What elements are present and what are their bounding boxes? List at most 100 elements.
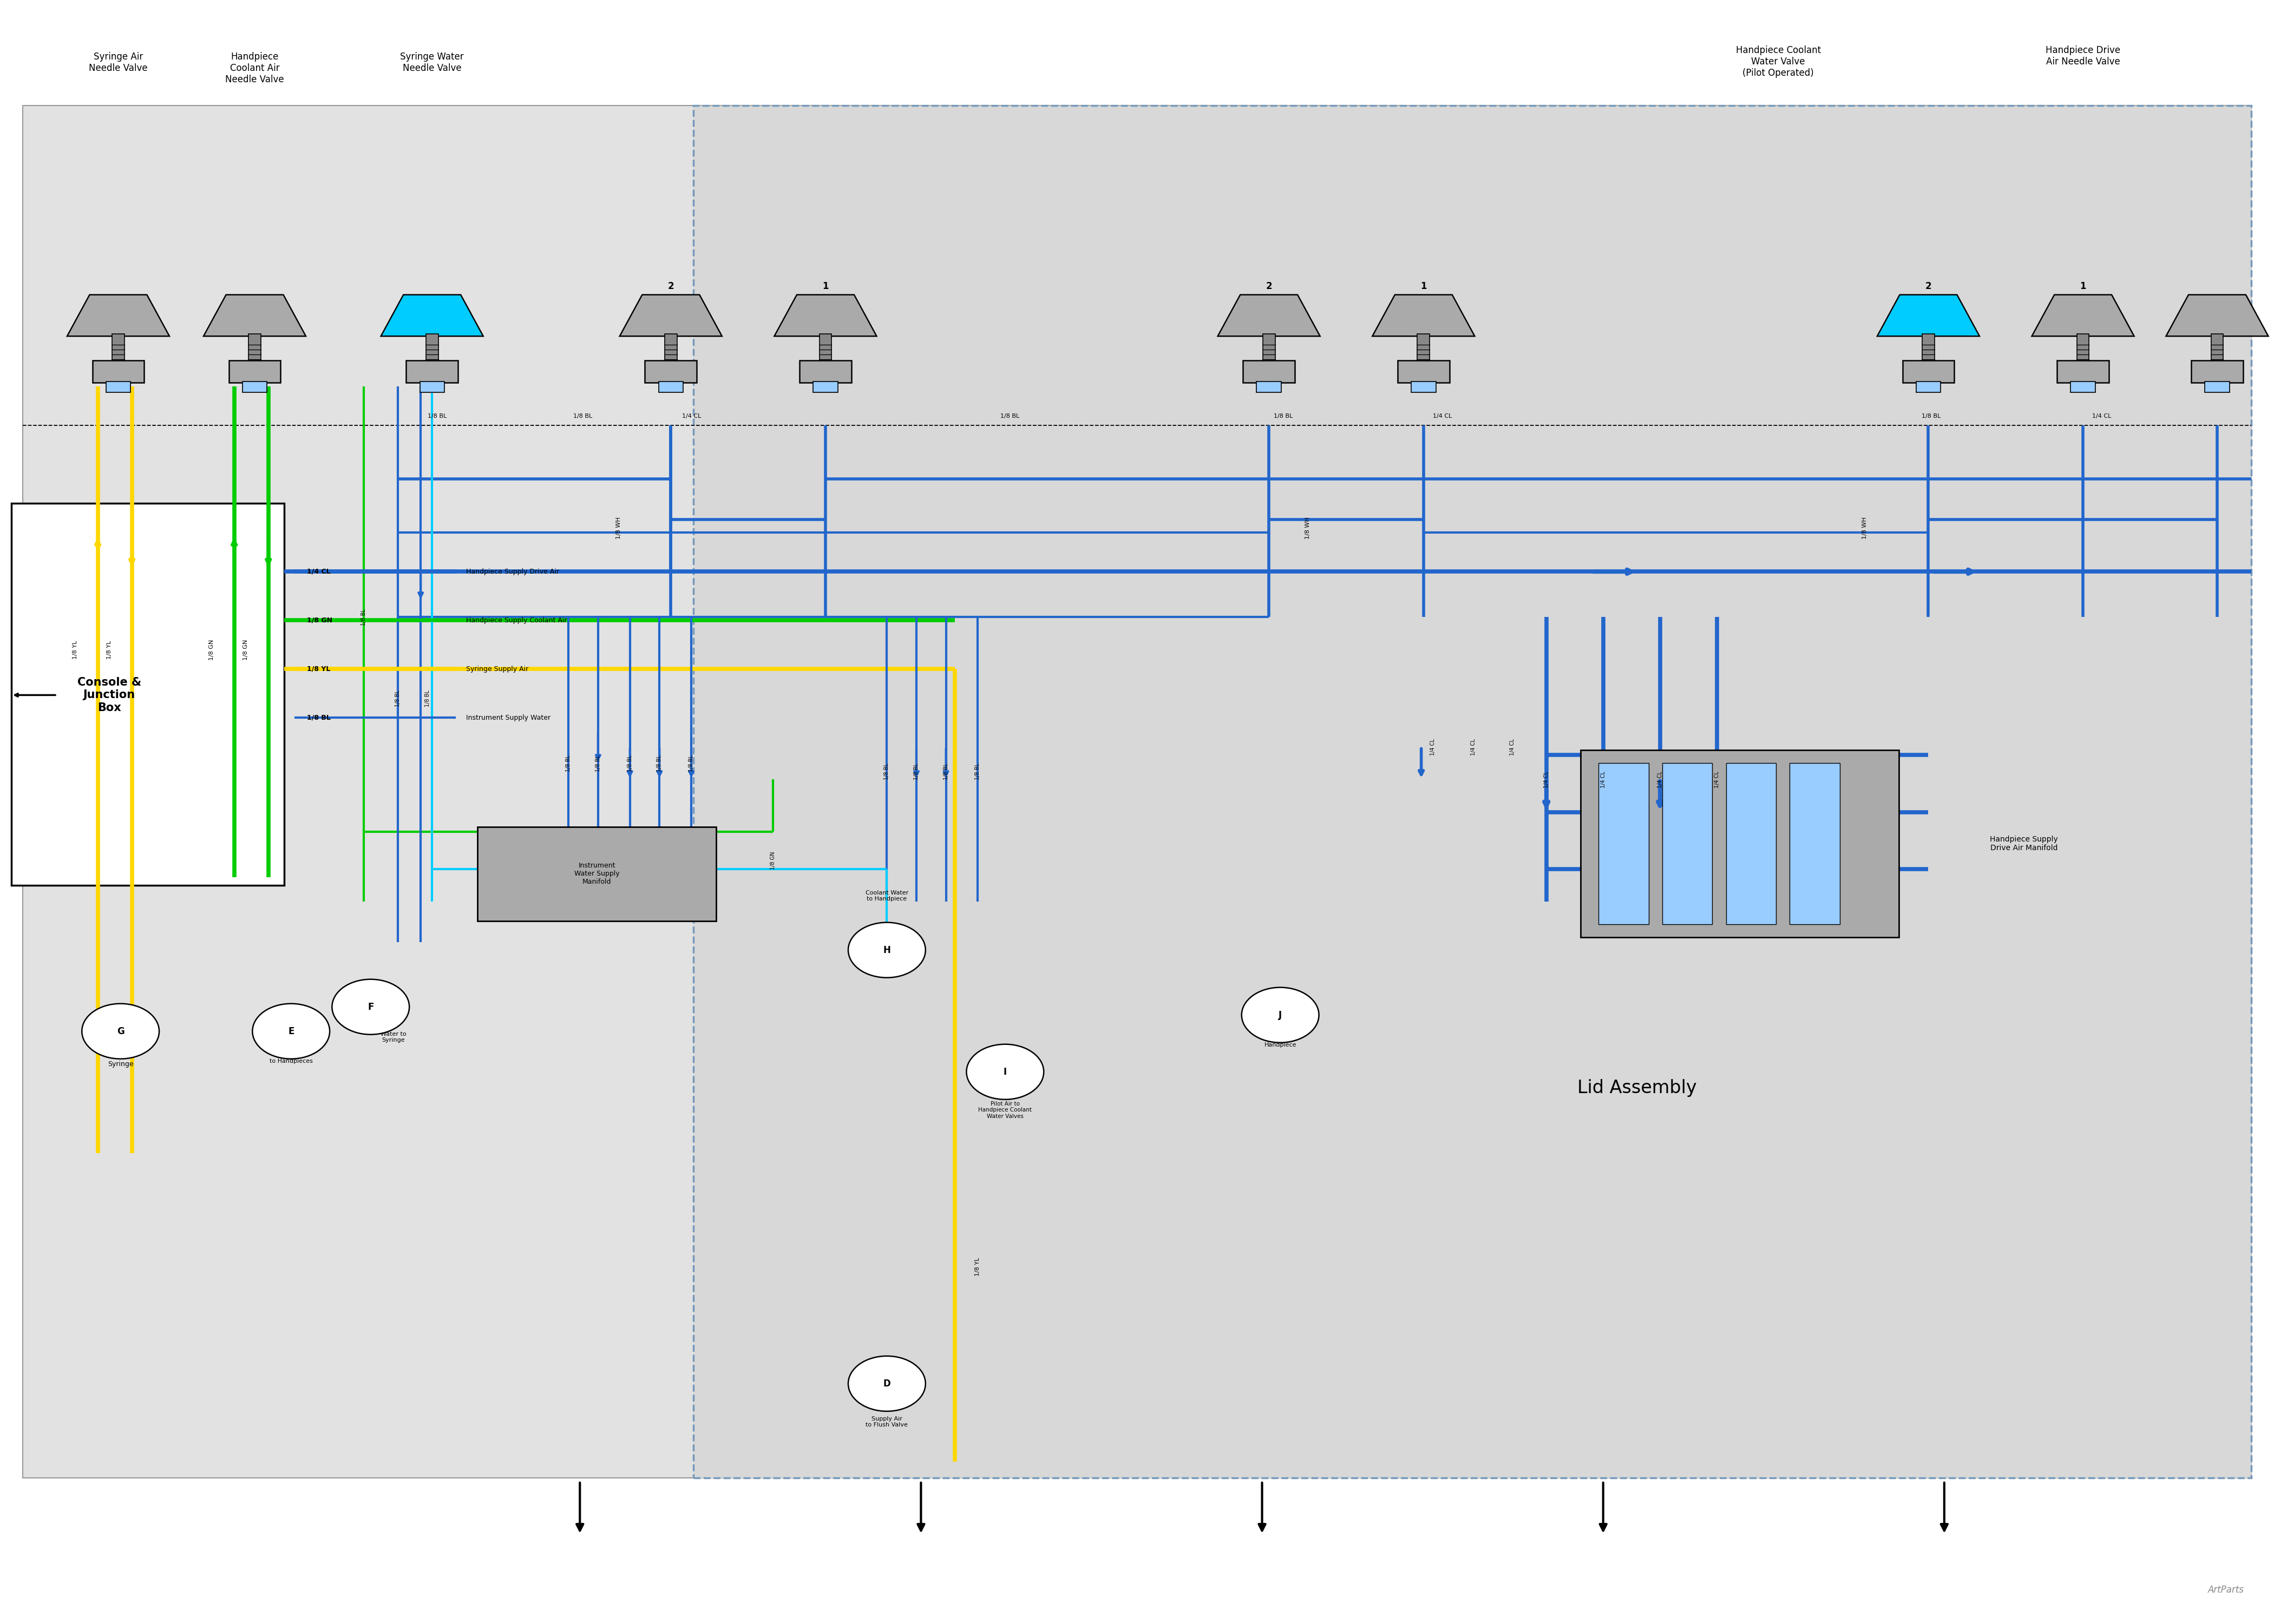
Bar bbox=[421, 382, 443, 393]
Text: Syringe Supply Air: Syringe Supply Air bbox=[466, 666, 528, 672]
Text: 1/8 BL: 1/8 BL bbox=[885, 763, 889, 780]
Bar bbox=[1662, 763, 1712, 924]
Text: 1/8 YL: 1/8 YL bbox=[307, 666, 330, 672]
Bar bbox=[694, 106, 2251, 1478]
Text: 1/8 YL: 1/8 YL bbox=[107, 640, 111, 659]
Text: 1/4 CL: 1/4 CL bbox=[1510, 739, 1514, 755]
Polygon shape bbox=[382, 296, 482, 336]
Bar bbox=[1599, 763, 1649, 924]
Text: Supply Air
to Flush Valve: Supply Air to Flush Valve bbox=[866, 1416, 907, 1427]
Text: Air to
Syringe: Air to Syringe bbox=[107, 1052, 134, 1067]
Text: 1: 1 bbox=[823, 281, 828, 291]
Text: 1/8 BL: 1/8 BL bbox=[307, 715, 330, 721]
Circle shape bbox=[848, 922, 926, 978]
Text: 1/8 WH: 1/8 WH bbox=[616, 516, 621, 539]
Text: 1/8 BL: 1/8 BL bbox=[428, 414, 446, 419]
Text: 1: 1 bbox=[2081, 281, 2085, 291]
Text: Coolant Air
to Handpieces: Coolant Air to Handpieces bbox=[268, 1052, 314, 1064]
Bar bbox=[93, 361, 143, 383]
Text: 1/4 CL: 1/4 CL bbox=[682, 414, 700, 419]
Text: Console &
Junction
Box: Console & Junction Box bbox=[77, 677, 141, 713]
Text: 1/8 GN: 1/8 GN bbox=[209, 640, 214, 659]
Text: Syringe Air
Needle Valve: Syringe Air Needle Valve bbox=[89, 52, 148, 73]
Text: Handpiece Drive
Air Needle Valve: Handpiece Drive Air Needle Valve bbox=[2047, 45, 2119, 67]
Text: 1/8 BL: 1/8 BL bbox=[628, 755, 632, 771]
Text: J: J bbox=[1278, 1010, 1283, 1020]
Bar bbox=[1258, 382, 1280, 393]
Text: 1/8 BL: 1/8 BL bbox=[914, 763, 919, 780]
Polygon shape bbox=[1219, 296, 1319, 336]
Text: Coolant Water
to Handpiece: Coolant Water to Handpiece bbox=[866, 890, 907, 901]
Text: Handpiece Supply Drive Air: Handpiece Supply Drive Air bbox=[466, 568, 559, 575]
Text: 1/8 BL: 1/8 BL bbox=[396, 690, 400, 706]
Text: 1/8 BL: 1/8 BL bbox=[976, 763, 980, 780]
Bar bbox=[819, 335, 832, 364]
Text: 1/4 CL: 1/4 CL bbox=[307, 568, 330, 575]
Text: Handpiece
Coolant Air
Needle Valve: Handpiece Coolant Air Needle Valve bbox=[225, 52, 284, 84]
Text: 1/8 WH: 1/8 WH bbox=[1862, 516, 1867, 539]
Text: 2: 2 bbox=[1926, 281, 1931, 291]
Bar bbox=[243, 382, 266, 393]
Bar bbox=[1262, 335, 1276, 364]
Text: Pilot Air to
Handpiece Coolant
Water Valves: Pilot Air to Handpiece Coolant Water Val… bbox=[978, 1101, 1032, 1119]
Polygon shape bbox=[2165, 296, 2267, 336]
Bar bbox=[107, 382, 130, 393]
Text: Instrument Supply Water: Instrument Supply Water bbox=[466, 715, 550, 721]
Circle shape bbox=[966, 1044, 1044, 1099]
Text: 1/8 WH: 1/8 WH bbox=[1305, 516, 1310, 539]
Text: G: G bbox=[116, 1026, 125, 1036]
Bar bbox=[2076, 335, 2090, 364]
Text: 1/8 BL: 1/8 BL bbox=[362, 609, 366, 625]
Text: 1/8 BL: 1/8 BL bbox=[944, 763, 948, 780]
Bar bbox=[425, 335, 439, 364]
Text: Syringe Water
Needle Valve: Syringe Water Needle Valve bbox=[400, 52, 464, 73]
Bar bbox=[478, 827, 716, 921]
Bar bbox=[1399, 361, 1449, 383]
Text: 1/8 BL: 1/8 BL bbox=[1922, 414, 1940, 419]
Bar bbox=[1412, 382, 1435, 393]
Text: H: H bbox=[882, 945, 891, 955]
Bar bbox=[664, 335, 678, 364]
Bar bbox=[1903, 361, 1953, 383]
Text: 1/4 CL: 1/4 CL bbox=[2092, 414, 2110, 419]
Text: Handpiece Supply
Drive Air Manifold: Handpiece Supply Drive Air Manifold bbox=[1990, 835, 2058, 853]
Text: Handpiece Coolant
Water Valve
(Pilot Operated): Handpiece Coolant Water Valve (Pilot Ope… bbox=[1735, 45, 1821, 78]
Bar bbox=[1244, 361, 1294, 383]
Circle shape bbox=[1242, 987, 1319, 1043]
Text: Water to
Syringe: Water to Syringe bbox=[380, 1031, 407, 1043]
Text: F: F bbox=[368, 1002, 373, 1012]
Text: 1/8 YL: 1/8 YL bbox=[73, 640, 77, 659]
Text: 1/4 CL: 1/4 CL bbox=[1471, 739, 1476, 755]
Text: 1/8 GN: 1/8 GN bbox=[307, 617, 332, 624]
Text: 1/8 BL: 1/8 BL bbox=[657, 755, 662, 771]
Text: Drive Air to
Handpiece: Drive Air to Handpiece bbox=[1262, 1036, 1298, 1047]
Bar bbox=[1922, 335, 1935, 364]
Text: 1/8 BL: 1/8 BL bbox=[596, 755, 600, 771]
Text: I: I bbox=[1003, 1067, 1007, 1077]
Text: ArtParts: ArtParts bbox=[2208, 1585, 2244, 1595]
Text: 2: 2 bbox=[1267, 281, 1271, 291]
Text: 1/8 GN: 1/8 GN bbox=[243, 640, 248, 659]
Circle shape bbox=[848, 1356, 926, 1411]
Polygon shape bbox=[68, 296, 168, 336]
Bar bbox=[800, 361, 850, 383]
Polygon shape bbox=[619, 296, 723, 336]
Text: 1/8 BL: 1/8 BL bbox=[1273, 414, 1292, 419]
Polygon shape bbox=[2033, 296, 2133, 336]
Bar bbox=[814, 382, 837, 393]
Text: 1/4 CL: 1/4 CL bbox=[1433, 414, 1451, 419]
Polygon shape bbox=[773, 296, 878, 336]
Circle shape bbox=[332, 979, 409, 1034]
Bar bbox=[1917, 382, 1940, 393]
Text: 1/4 CL: 1/4 CL bbox=[1715, 771, 1719, 788]
Bar bbox=[111, 335, 125, 364]
Polygon shape bbox=[1878, 296, 1978, 336]
Bar bbox=[23, 106, 2251, 1478]
Text: Handpiece Supply Coolant Air: Handpiece Supply Coolant Air bbox=[466, 617, 566, 624]
Text: 1/8 BL: 1/8 BL bbox=[689, 755, 694, 771]
Bar bbox=[1726, 763, 1776, 924]
Text: Instrument
Water Supply
Manifold: Instrument Water Supply Manifold bbox=[575, 862, 619, 885]
Bar bbox=[1790, 763, 1840, 924]
Text: 1/8 BL: 1/8 BL bbox=[566, 755, 571, 771]
Bar bbox=[1580, 750, 1899, 937]
